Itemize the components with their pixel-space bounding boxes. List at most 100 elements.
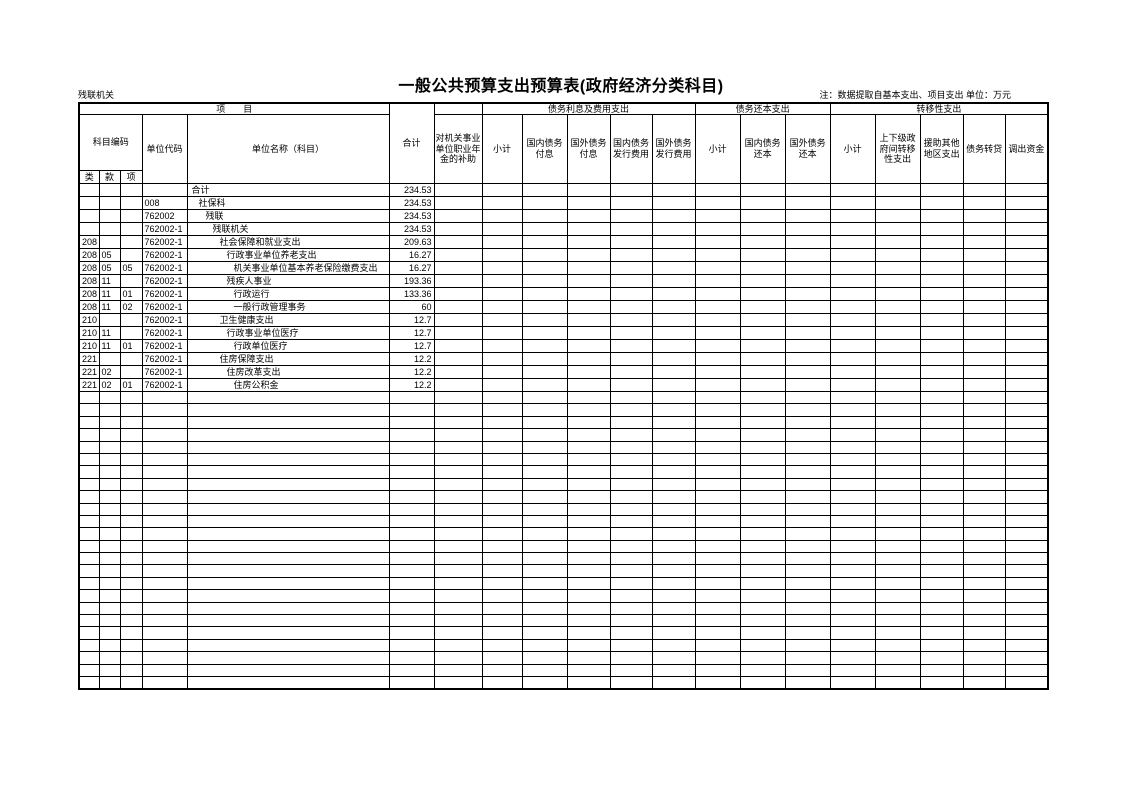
header-transfer-subtotal: 小计 bbox=[829, 114, 876, 184]
cell-empty bbox=[694, 589, 741, 603]
cell-empty bbox=[521, 378, 568, 392]
cell-empty bbox=[829, 452, 876, 467]
cell-empty bbox=[784, 651, 831, 665]
cell-empty bbox=[874, 514, 921, 529]
cell-empty bbox=[874, 339, 921, 353]
cell-empty bbox=[962, 326, 1006, 340]
cell-empty bbox=[919, 614, 964, 628]
cell-unit-name bbox=[186, 651, 390, 665]
cell-empty bbox=[694, 477, 741, 492]
cell-item-code bbox=[119, 248, 143, 262]
cell-empty bbox=[609, 552, 653, 566]
cell-empty bbox=[739, 663, 786, 678]
cell-empty bbox=[694, 287, 741, 301]
cell-unit-code bbox=[141, 638, 188, 653]
cell-empty bbox=[874, 415, 921, 430]
cell-empty bbox=[919, 352, 964, 366]
cell-empty bbox=[694, 403, 741, 417]
table-row bbox=[78, 675, 1049, 690]
cell-empty bbox=[433, 196, 483, 210]
cell-total bbox=[388, 477, 435, 492]
cell-empty bbox=[739, 313, 786, 327]
table-row: 208 11 02 762002-1 一般行政管理事务 60 bbox=[78, 300, 1049, 314]
cell-unit-code bbox=[141, 428, 188, 442]
cell-empty bbox=[481, 452, 523, 467]
cell-unit-code bbox=[141, 440, 188, 454]
cell-empty bbox=[433, 274, 483, 288]
cell-section-code bbox=[98, 663, 121, 678]
cell-empty bbox=[962, 514, 1006, 529]
cell-section-code bbox=[98, 514, 121, 529]
cell-section-code: 02 bbox=[98, 365, 121, 379]
cell-empty bbox=[609, 614, 653, 628]
header-item: 项 bbox=[119, 170, 143, 184]
cell-empty bbox=[784, 614, 831, 628]
cell-empty bbox=[609, 274, 653, 288]
cell-empty bbox=[784, 638, 831, 653]
cell-unit-name bbox=[186, 589, 390, 603]
cell-empty bbox=[694, 490, 741, 504]
cell-empty bbox=[481, 502, 523, 516]
cell-empty bbox=[739, 183, 786, 197]
cell-empty bbox=[962, 287, 1006, 301]
cell-class-code bbox=[78, 539, 100, 554]
cell-class-code bbox=[78, 663, 100, 678]
cell-empty bbox=[521, 576, 568, 591]
cell-total: 16.27 bbox=[388, 248, 435, 262]
cell-class-code bbox=[78, 651, 100, 665]
cell-section-code bbox=[98, 403, 121, 417]
cell-empty bbox=[481, 313, 523, 327]
cell-unit-name: 社会保障和就业支出 bbox=[186, 235, 390, 249]
cell-empty bbox=[1004, 589, 1049, 603]
table-row: 208 11 762002-1 残疾人事业 193.36 bbox=[78, 274, 1049, 288]
cell-empty bbox=[651, 352, 696, 366]
cell-empty bbox=[919, 452, 964, 467]
cell-empty bbox=[481, 465, 523, 479]
cell-item-code bbox=[119, 589, 143, 603]
cell-empty bbox=[784, 415, 831, 430]
cell-empty bbox=[874, 403, 921, 417]
cell-empty bbox=[694, 626, 741, 640]
cell-section-code bbox=[98, 651, 121, 665]
cell-total: 193.36 bbox=[388, 274, 435, 288]
cell-empty bbox=[739, 465, 786, 479]
cell-empty bbox=[784, 539, 831, 554]
cell-empty bbox=[651, 614, 696, 628]
cell-empty bbox=[962, 663, 1006, 678]
cell-item-code: 01 bbox=[119, 287, 143, 301]
cell-unit-name: 社保科 bbox=[186, 196, 390, 210]
cell-empty bbox=[739, 352, 786, 366]
cell-class-code: 221 bbox=[78, 352, 100, 366]
cell-empty bbox=[566, 539, 611, 554]
cell-empty bbox=[829, 378, 876, 392]
cell-empty bbox=[433, 339, 483, 353]
cell-class-code bbox=[78, 490, 100, 504]
cell-empty bbox=[829, 552, 876, 566]
cell-class-code bbox=[78, 390, 100, 405]
header-class: 类 bbox=[78, 170, 100, 184]
cell-empty bbox=[651, 183, 696, 197]
cell-unit-code bbox=[141, 576, 188, 591]
cell-empty bbox=[874, 564, 921, 578]
cell-empty bbox=[481, 209, 523, 223]
cell-item-code bbox=[119, 490, 143, 504]
cell-empty bbox=[694, 527, 741, 541]
cell-empty bbox=[481, 663, 523, 678]
cell-empty bbox=[566, 490, 611, 504]
cell-empty bbox=[962, 415, 1006, 430]
cell-empty bbox=[829, 477, 876, 492]
cell-unit-code bbox=[141, 589, 188, 603]
cell-empty bbox=[784, 326, 831, 340]
cell-empty bbox=[609, 502, 653, 516]
cell-empty bbox=[874, 502, 921, 516]
cell-empty bbox=[919, 552, 964, 566]
cell-empty bbox=[919, 209, 964, 223]
cell-empty bbox=[694, 313, 741, 327]
cell-empty bbox=[521, 502, 568, 516]
table-row: 221 02 01 762002-1 住房公积金 12.2 bbox=[78, 378, 1049, 392]
cell-empty bbox=[739, 378, 786, 392]
cell-empty bbox=[566, 365, 611, 379]
cell-empty bbox=[609, 261, 653, 275]
cell-unit-code: 762002-1 bbox=[141, 300, 188, 314]
cell-empty bbox=[566, 403, 611, 417]
